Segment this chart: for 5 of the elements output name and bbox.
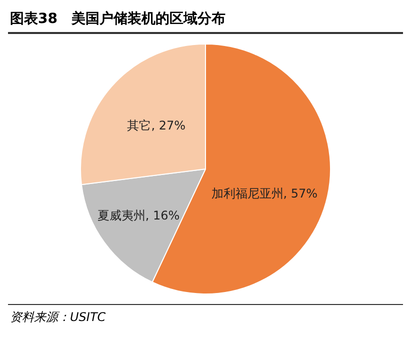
slice-label: 其它, 27%	[127, 118, 186, 133]
slice-label: 夏威夷州, 16%	[97, 208, 180, 222]
slice-label: 加利福尼亚州, 57%	[211, 186, 318, 200]
text: 资料来源：USITC	[10, 309, 107, 326]
chart-title: 图表38 美国户储装机的区域分布	[8, 8, 403, 34]
